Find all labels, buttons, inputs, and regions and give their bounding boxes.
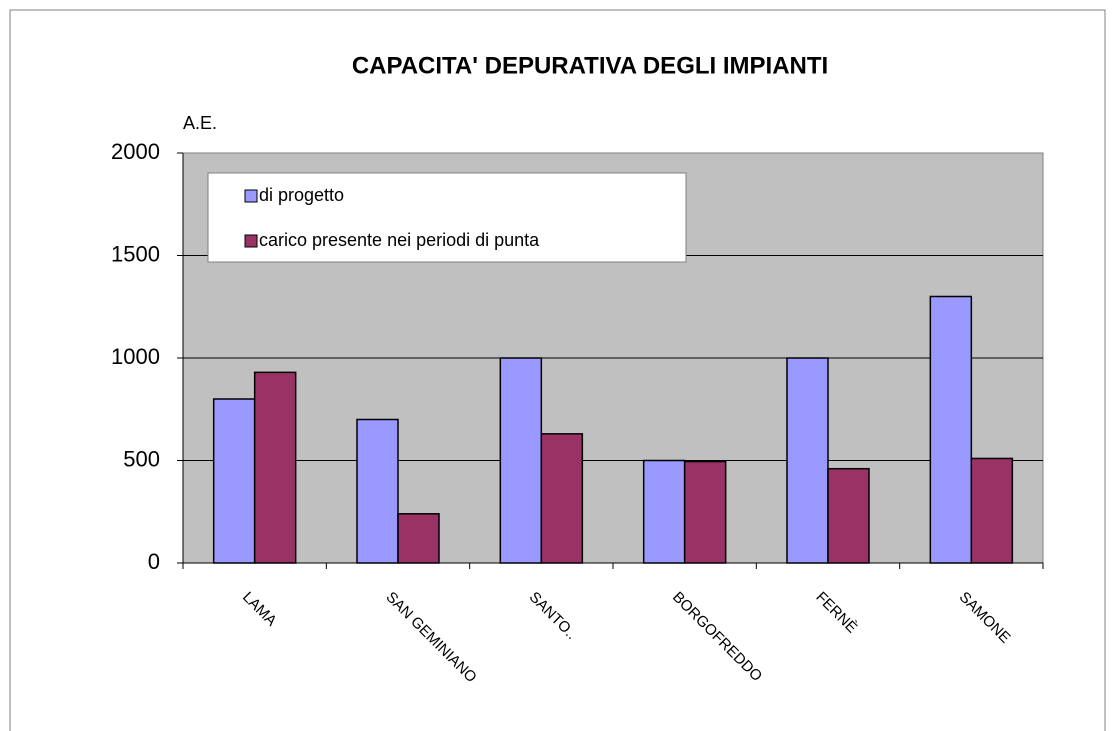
bar bbox=[212, 398, 256, 564]
bar bbox=[929, 295, 973, 564]
bar bbox=[356, 418, 399, 564]
y-tick-label: 2000 bbox=[111, 139, 160, 164]
chart-title: CAPACITA' DEPURATIVA DEGLI IMPIANTI bbox=[352, 52, 828, 79]
bar bbox=[397, 513, 440, 564]
x-tick-label: BORGOFREDDO bbox=[669, 589, 765, 685]
legend-swatch bbox=[244, 189, 258, 203]
y-axis-label: A.E. bbox=[183, 113, 217, 133]
legend-swatch bbox=[244, 234, 258, 248]
legend-label: di progetto bbox=[259, 185, 344, 205]
x-tick-label: SAN GEMINIANO bbox=[382, 589, 479, 686]
bar bbox=[499, 357, 543, 564]
frame bbox=[9, 9, 1106, 731]
bar bbox=[786, 357, 829, 564]
x-tick-label: LAMA bbox=[239, 589, 280, 630]
x-tick-label: SANTO.. bbox=[526, 589, 580, 643]
bar bbox=[540, 433, 584, 564]
x-tick-label: SAMONE bbox=[956, 589, 1014, 647]
bar bbox=[827, 467, 870, 564]
legend bbox=[207, 172, 687, 263]
y-tick-label: 1500 bbox=[111, 241, 160, 266]
bar bbox=[683, 460, 727, 564]
bar bbox=[970, 457, 1014, 564]
bar bbox=[642, 459, 686, 564]
y-tick-label: 1000 bbox=[111, 344, 160, 369]
y-tick-label: 500 bbox=[123, 446, 160, 471]
legend-label: carico presente nei periodi di punta bbox=[259, 230, 540, 250]
bar bbox=[253, 371, 297, 564]
y-tick-label: 0 bbox=[148, 549, 160, 574]
x-tick-label: FERNÈ bbox=[812, 589, 860, 637]
